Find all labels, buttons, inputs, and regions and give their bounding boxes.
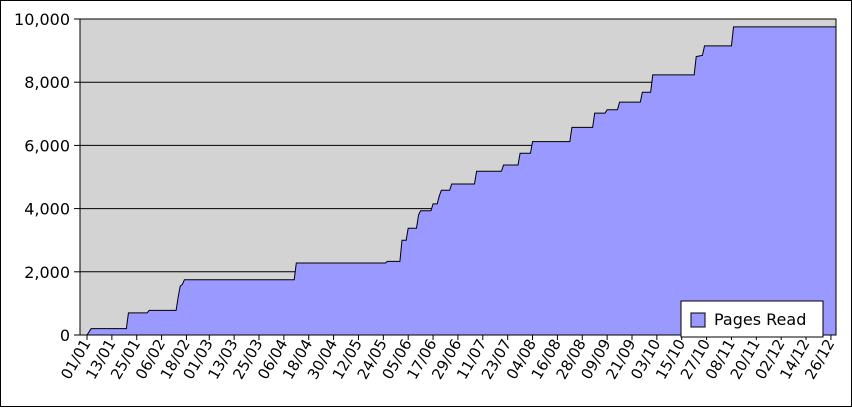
series-area-0 <box>87 26 836 336</box>
y-tick-label-2: 4,000 <box>24 200 70 219</box>
series-line-0 <box>86 26 836 336</box>
legend-swatch-pages-read <box>690 312 706 328</box>
y-tick-label-0: 0 <box>60 326 70 345</box>
y-tick-label-5: 10,000 <box>14 10 70 29</box>
legend-label-pages-read: Pages Read <box>714 310 806 329</box>
y-tick-label-3: 6,000 <box>24 136 70 155</box>
y-tick-label-1: 2,000 <box>24 263 70 282</box>
y-tick-label-4: 8,000 <box>24 73 70 92</box>
x-tick-labels: 01/0113/0125/0106/0218/0201/0313/0325/03… <box>57 335 838 382</box>
series-area-layer <box>86 26 836 336</box>
y-tick-labels: 0 2,000 4,000 6,000 8,000 10,000 <box>14 10 80 345</box>
legend: Pages Read <box>680 300 824 338</box>
